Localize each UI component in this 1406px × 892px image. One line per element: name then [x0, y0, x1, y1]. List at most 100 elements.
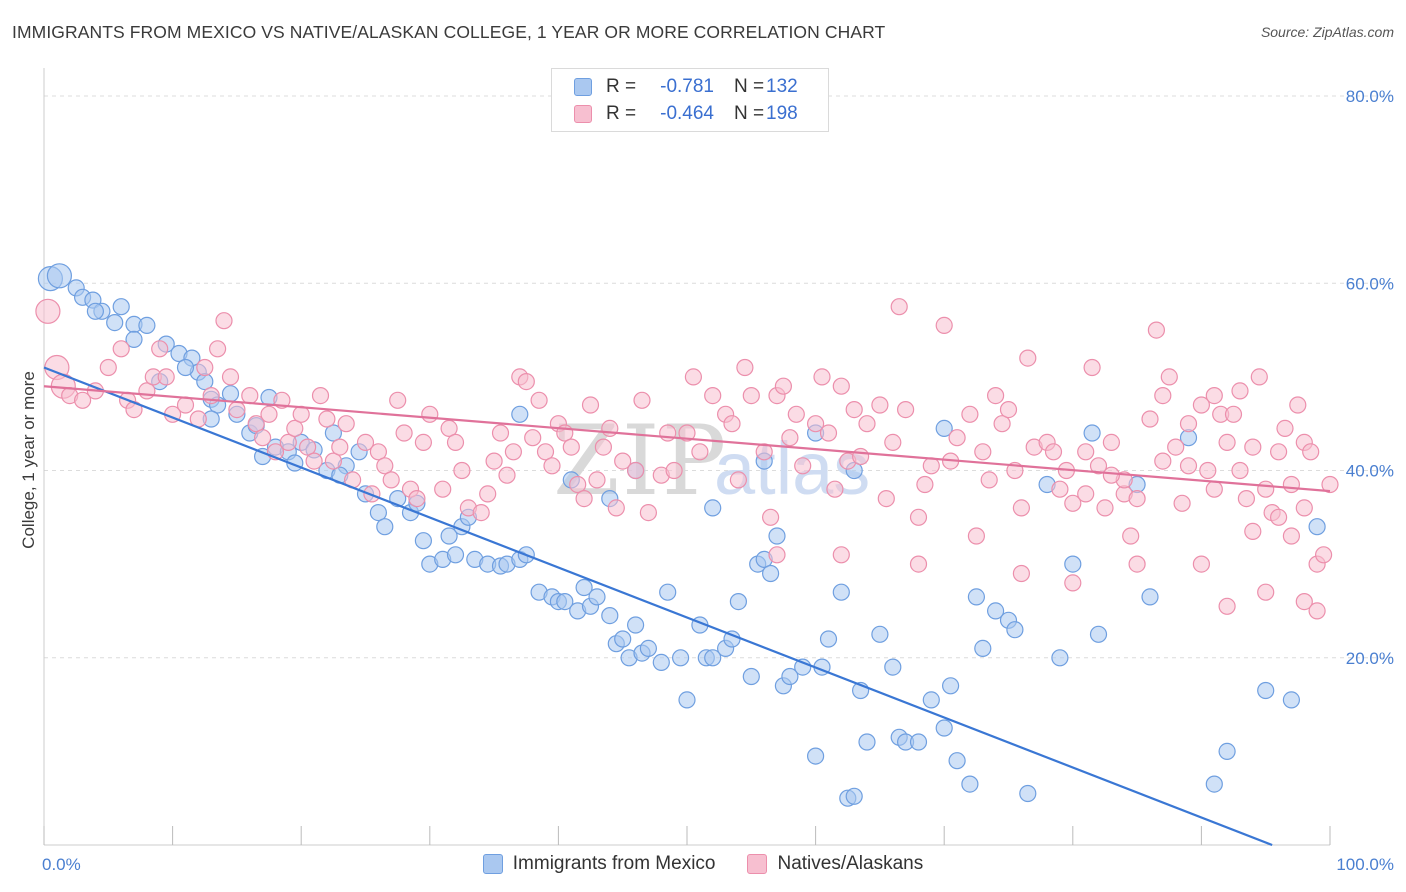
series-legend: Immigrants from Mexico Natives/Alaskans	[0, 853, 1406, 875]
natives-point	[440, 419, 458, 437]
natives-point	[736, 358, 754, 377]
natives-point	[536, 443, 555, 461]
natives-point	[356, 433, 375, 451]
trend-lines	[43, 366, 1331, 847]
natives-point	[581, 396, 600, 414]
natives-point	[1218, 433, 1236, 451]
natives-point	[1044, 443, 1063, 461]
natives-point	[421, 405, 439, 423]
immigrants-point	[845, 787, 863, 805]
natives-point	[1250, 368, 1268, 386]
natives-point	[974, 443, 992, 461]
natives-point	[369, 443, 387, 461]
immigrants-point	[986, 602, 1005, 620]
y-axis-title: College, 1 year or more	[19, 371, 38, 549]
natives-point	[999, 401, 1018, 419]
natives-point	[151, 340, 169, 358]
natives-point	[1282, 475, 1301, 494]
series-natives-points	[35, 298, 1339, 620]
natives-point	[594, 438, 613, 456]
immigrants-point	[369, 503, 387, 522]
natives-point	[337, 415, 355, 433]
immigrants-point	[588, 588, 606, 606]
legend-swatch-blue	[482, 854, 503, 874]
natives-point	[279, 433, 297, 451]
immigrants-point	[1051, 649, 1069, 667]
natives-point	[389, 391, 407, 409]
natives-point	[485, 452, 503, 470]
legend-n-label: N =	[734, 103, 765, 124]
natives-point	[1141, 410, 1159, 428]
immigrants-point	[761, 564, 780, 583]
immigrants-point	[1083, 424, 1101, 442]
natives-point	[209, 340, 227, 358]
legend-item-natives[interactable]: Natives/Alaskans	[747, 853, 923, 875]
natives-point	[884, 433, 902, 451]
x-tick-label: 0.0%	[42, 855, 81, 874]
natives-point	[491, 424, 510, 442]
natives-point	[305, 452, 323, 470]
immigrants-point	[1308, 518, 1326, 536]
natives-point	[1064, 574, 1082, 592]
axis-labels: 20.0% 40.0% 60.0% 80.0% 0.0% 100.0% College, 1…	[19, 87, 1394, 874]
x-tick-label: 100.0%	[1336, 855, 1394, 874]
natives-point	[504, 443, 523, 461]
immigrants-point	[86, 302, 105, 320]
legend-r-value: -0.781	[660, 76, 714, 97]
natives-point	[254, 429, 272, 447]
natives-point	[1089, 457, 1108, 475]
natives-point	[704, 387, 722, 405]
natives-point	[614, 452, 632, 470]
natives-point	[1192, 396, 1211, 414]
legend-item-immigrants[interactable]: Immigrants from Mexico	[482, 853, 715, 875]
natives-point	[787, 405, 805, 423]
natives-point	[1244, 438, 1262, 456]
natives-point	[781, 429, 799, 447]
immigrants-point	[1019, 784, 1037, 803]
natives-point	[1012, 564, 1031, 583]
natives-point	[260, 405, 278, 423]
immigrants-point	[376, 518, 394, 536]
natives-point	[247, 415, 265, 433]
natives-point	[871, 396, 889, 414]
natives-point	[99, 358, 117, 377]
natives-point	[723, 415, 741, 433]
immigrants-point	[446, 546, 465, 564]
natives-point	[774, 377, 793, 395]
natives-point	[1019, 349, 1037, 367]
natives-point	[479, 485, 497, 503]
natives-point	[311, 387, 330, 405]
natives-point	[376, 457, 394, 475]
natives-point	[1244, 522, 1262, 541]
immigrants-point	[884, 658, 902, 676]
natives-point	[562, 438, 580, 456]
natives-point	[896, 401, 915, 419]
immigrants-point	[1257, 681, 1275, 700]
immigrants-trend-line	[43, 366, 1273, 847]
immigrants-point	[1218, 742, 1236, 761]
natives-point	[112, 340, 130, 358]
natives-point	[858, 415, 876, 433]
natives-point	[575, 490, 593, 508]
natives-point	[742, 387, 760, 405]
natives-point	[588, 471, 606, 489]
natives-point	[909, 508, 928, 526]
natives-point	[1269, 443, 1288, 461]
immigrants-point	[729, 592, 748, 611]
natives-point	[1314, 546, 1333, 564]
immigrants-point	[601, 606, 619, 625]
axes	[43, 68, 1331, 846]
natives-point	[1237, 490, 1256, 508]
legend-r-value: -0.464	[660, 103, 714, 124]
natives-point	[196, 358, 214, 377]
natives-point	[1257, 583, 1275, 601]
chart-title: IMMIGRANTS FROM MEXICO VS NATIVE/ALASKAN…	[12, 22, 886, 42]
natives-point	[1231, 382, 1249, 400]
natives-point	[569, 475, 587, 494]
natives-point	[1257, 480, 1275, 498]
natives-point	[826, 480, 844, 498]
natives-point	[633, 391, 651, 409]
natives-point	[1224, 405, 1243, 423]
natives-point	[1077, 485, 1095, 503]
